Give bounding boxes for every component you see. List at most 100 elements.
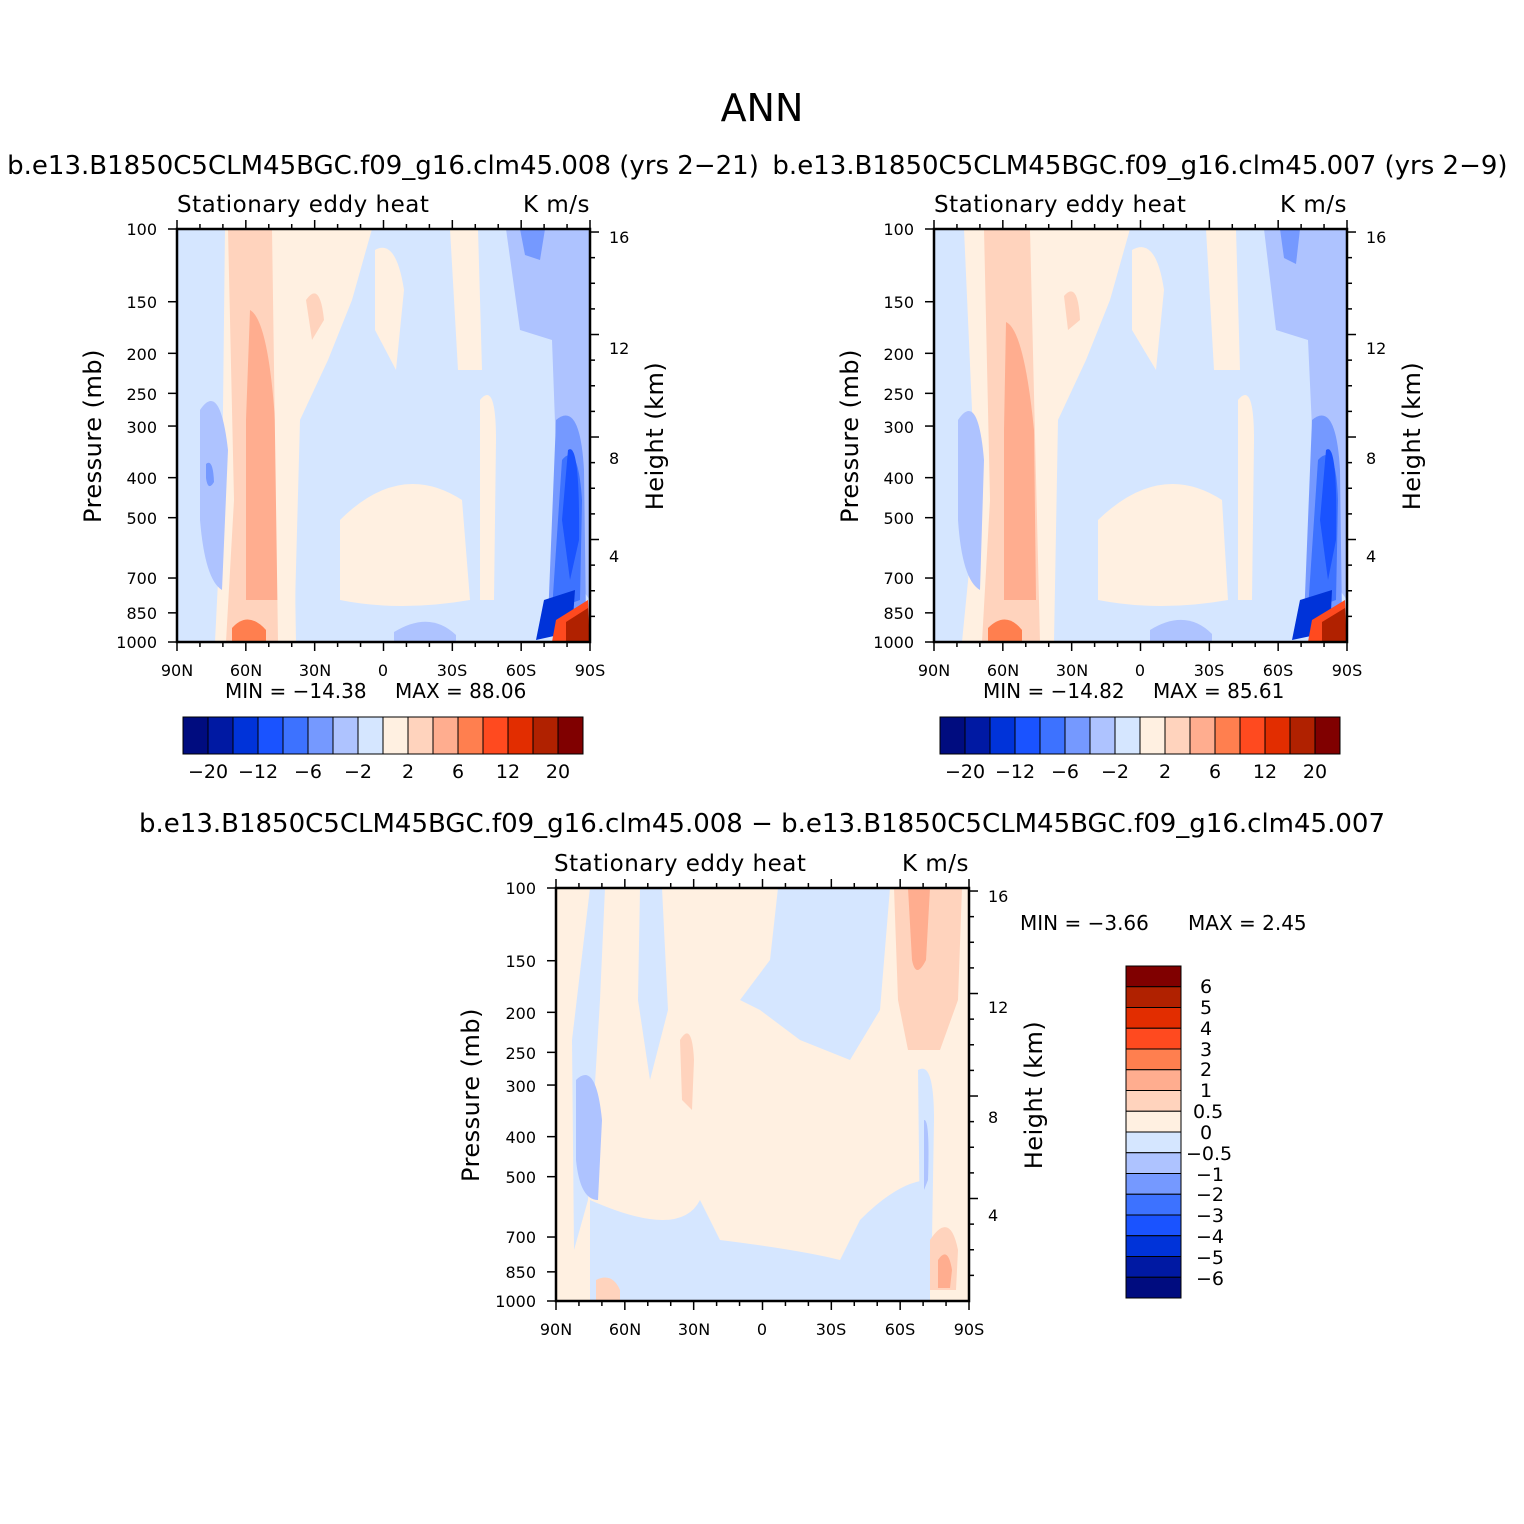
colorbar-label: 6 bbox=[452, 761, 464, 783]
negative-band bbox=[394, 621, 456, 642]
colorbar-label: −12 bbox=[995, 761, 1035, 783]
x-tick-label: 90N bbox=[918, 661, 950, 680]
colorbar-swatch bbox=[1125, 1069, 1182, 1091]
y-tick-label: 300 bbox=[883, 418, 914, 437]
colorbar-swatch bbox=[232, 716, 259, 755]
panel-subtitle-left: Stationary eddy heat bbox=[554, 851, 806, 877]
colorbar-label: 12 bbox=[496, 761, 520, 783]
x-tick-label: 60N bbox=[987, 661, 1019, 680]
y2-tick-label: 12 bbox=[988, 998, 1008, 1017]
colorbar-swatch bbox=[1189, 716, 1216, 755]
positive-band bbox=[246, 310, 282, 600]
min-label: MIN = −14.82 bbox=[983, 679, 1125, 703]
y-tick-label: 500 bbox=[126, 509, 157, 528]
colorbar-swatch bbox=[482, 716, 509, 755]
colorbar-label: 20 bbox=[546, 761, 570, 783]
positive-band bbox=[1030, 229, 1130, 642]
y-tick-label: 1000 bbox=[495, 1292, 536, 1311]
colorbar-swatch bbox=[507, 716, 534, 755]
positive-band bbox=[272, 229, 372, 642]
y2-tick-label: 16 bbox=[988, 887, 1008, 906]
colorbar-swatch bbox=[382, 716, 409, 755]
panel-bottom: b.e13.B1850C5CLM45BGC.f09_g16.clm45.008 … bbox=[139, 809, 1385, 1339]
colorbar-label: 2 bbox=[1159, 761, 1171, 783]
colorbar-label: −2 bbox=[344, 761, 372, 783]
y-tick-label: 100 bbox=[126, 220, 157, 239]
colorbar-label: 3 bbox=[1200, 1039, 1212, 1061]
x-tick-label: 90N bbox=[540, 1320, 572, 1339]
colorbar-swatch bbox=[1125, 1152, 1182, 1174]
colorbar bbox=[1125, 965, 1182, 1299]
colorbar-label: −2 bbox=[1101, 761, 1129, 783]
axis-ticks bbox=[547, 879, 978, 1310]
y2-tick-label: 12 bbox=[1366, 339, 1386, 358]
y2-tick-label: 8 bbox=[609, 449, 619, 468]
positive-band bbox=[232, 619, 266, 642]
positive-band bbox=[1098, 484, 1228, 606]
axis-ticks bbox=[925, 220, 1356, 651]
y-tick-label: 500 bbox=[883, 509, 914, 528]
min-label: MIN = −14.38 bbox=[225, 679, 367, 703]
colorbar-label: 2 bbox=[1200, 1059, 1212, 1081]
max-label: MAX = 88.06 bbox=[395, 679, 526, 703]
y-tick-label: 150 bbox=[126, 293, 157, 312]
positive-band bbox=[1206, 229, 1240, 370]
y-tick-label: 850 bbox=[883, 604, 914, 623]
colorbar-swatch bbox=[1125, 1048, 1182, 1071]
colorbar-label: −12 bbox=[238, 761, 278, 783]
colorbar-label: −2 bbox=[1196, 1184, 1224, 1206]
y-tick-label: 1000 bbox=[116, 633, 157, 652]
plot-area bbox=[556, 888, 969, 1301]
negative-band bbox=[576, 1075, 602, 1200]
y-tick-label: 700 bbox=[883, 569, 914, 588]
y-tick-label: 850 bbox=[126, 604, 157, 623]
colorbar-label: 20 bbox=[1303, 761, 1327, 783]
colorbar-label: −5 bbox=[1196, 1247, 1224, 1269]
colorbar-swatch bbox=[182, 716, 209, 755]
x-tick-label: 60S bbox=[885, 1320, 916, 1339]
colorbar-swatch bbox=[1125, 1027, 1182, 1050]
colorbar-label: −4 bbox=[1196, 1226, 1224, 1248]
colorbar-swatch bbox=[432, 716, 459, 755]
plot-area bbox=[177, 229, 590, 642]
colorbar-swatch bbox=[532, 716, 559, 755]
plot-area bbox=[934, 229, 1347, 642]
positive-band bbox=[1132, 247, 1164, 370]
y2-tick-label: 16 bbox=[609, 228, 629, 247]
positive-band bbox=[1064, 291, 1080, 330]
y-tick-label: 250 bbox=[883, 385, 914, 404]
x-tick-label: 90N bbox=[161, 661, 193, 680]
x-tick-label: 30S bbox=[1194, 661, 1225, 680]
y-tick-label: 400 bbox=[505, 1128, 536, 1147]
colorbar-label: 5 bbox=[1200, 997, 1212, 1019]
y2-tick-label: 12 bbox=[609, 339, 629, 358]
y2-tick-label: 16 bbox=[1366, 228, 1386, 247]
colorbar-swatch bbox=[357, 716, 384, 755]
colorbar-swatch bbox=[1014, 716, 1041, 755]
x-tick-label: 60N bbox=[609, 1320, 641, 1339]
colorbar-swatch bbox=[1125, 1193, 1182, 1216]
colorbar bbox=[182, 716, 584, 755]
colorbar-label: 1 bbox=[1200, 1080, 1212, 1102]
positive-band bbox=[480, 395, 496, 600]
y2-tick-label: 4 bbox=[1366, 547, 1376, 566]
y2-tick-label: 4 bbox=[609, 547, 619, 566]
positive-band bbox=[938, 1254, 952, 1288]
colorbar-swatch bbox=[1125, 1214, 1182, 1237]
x-tick-label: 90S bbox=[575, 661, 606, 680]
x-tick-label: 30S bbox=[816, 1320, 847, 1339]
colorbar-swatch bbox=[1125, 965, 1182, 988]
colorbar-swatch bbox=[1114, 716, 1141, 755]
y-tick-label: 850 bbox=[505, 1263, 536, 1282]
max-label: MAX = 85.61 bbox=[1153, 679, 1284, 703]
y2-axis-label: Height (km) bbox=[1398, 362, 1426, 510]
y2-tick-label: 8 bbox=[1366, 449, 1376, 468]
colorbar-swatch bbox=[1314, 716, 1341, 755]
colorbar-swatch bbox=[1164, 716, 1191, 755]
colorbar-swatch bbox=[1039, 716, 1066, 755]
colorbar-swatch bbox=[207, 716, 234, 755]
y-tick-label: 250 bbox=[126, 385, 157, 404]
negative-band bbox=[1280, 229, 1300, 264]
negative-band bbox=[520, 229, 545, 260]
y-tick-label: 500 bbox=[505, 1168, 536, 1187]
